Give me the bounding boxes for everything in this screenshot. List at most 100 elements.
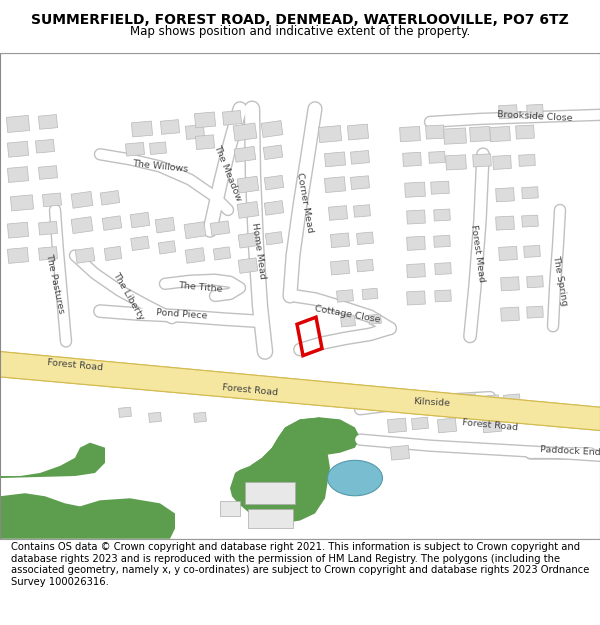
Bar: [194, 112, 215, 128]
Bar: [407, 291, 425, 305]
Bar: [500, 307, 520, 321]
Bar: [214, 247, 230, 260]
Bar: [385, 395, 404, 409]
Bar: [400, 126, 421, 142]
Text: Forest Mead: Forest Mead: [470, 224, 487, 282]
Polygon shape: [0, 352, 600, 431]
Bar: [425, 125, 445, 139]
Text: The Liberty: The Liberty: [110, 271, 145, 321]
Bar: [7, 222, 29, 238]
Bar: [7, 167, 29, 182]
Bar: [331, 260, 350, 275]
Bar: [7, 116, 29, 132]
Bar: [524, 246, 540, 258]
Bar: [522, 187, 538, 199]
Polygon shape: [235, 418, 360, 473]
Bar: [185, 125, 205, 139]
Bar: [265, 232, 283, 245]
Text: Brookside Close: Brookside Close: [497, 111, 573, 123]
Bar: [7, 141, 29, 157]
Bar: [102, 216, 122, 231]
Bar: [38, 114, 58, 129]
Bar: [10, 195, 34, 211]
Bar: [388, 418, 407, 432]
Bar: [185, 248, 205, 263]
Bar: [434, 209, 450, 221]
Bar: [264, 201, 284, 215]
Bar: [158, 241, 176, 254]
Bar: [131, 236, 149, 251]
Bar: [350, 176, 370, 189]
Bar: [527, 306, 543, 318]
Text: Forest Road: Forest Road: [221, 383, 278, 398]
Bar: [100, 191, 120, 205]
Bar: [341, 316, 355, 327]
Text: Home Mead: Home Mead: [250, 222, 266, 279]
Bar: [368, 314, 382, 324]
Bar: [325, 177, 346, 192]
Bar: [429, 151, 445, 163]
Bar: [499, 105, 517, 119]
Bar: [149, 412, 161, 422]
Bar: [519, 154, 535, 166]
Text: Kilnside: Kilnside: [413, 397, 451, 408]
Bar: [481, 395, 500, 409]
Bar: [210, 221, 230, 236]
Bar: [35, 139, 55, 153]
Bar: [245, 482, 295, 504]
Bar: [403, 152, 421, 166]
Bar: [496, 188, 514, 202]
Text: Map shows position and indicative extent of the property.: Map shows position and indicative extent…: [130, 25, 470, 38]
Bar: [482, 418, 502, 432]
Bar: [496, 216, 514, 230]
Text: The Pastures: The Pastures: [44, 253, 66, 315]
Bar: [347, 124, 368, 140]
Bar: [119, 408, 131, 418]
Bar: [160, 119, 179, 134]
Polygon shape: [230, 418, 330, 524]
Bar: [223, 111, 242, 125]
Text: Forest Road: Forest Road: [461, 418, 518, 432]
Bar: [356, 232, 373, 244]
Bar: [515, 125, 535, 139]
Text: Corner Mead: Corner Mead: [295, 172, 315, 234]
Text: Paddock End: Paddock End: [539, 444, 600, 457]
Bar: [104, 246, 122, 261]
Bar: [503, 394, 520, 406]
Bar: [237, 176, 259, 193]
Bar: [125, 142, 145, 156]
Bar: [155, 217, 175, 233]
Bar: [234, 146, 256, 162]
Bar: [38, 221, 58, 235]
Bar: [331, 233, 350, 248]
Bar: [319, 126, 341, 142]
Bar: [350, 151, 370, 164]
Bar: [470, 126, 490, 142]
Bar: [500, 277, 520, 291]
Bar: [261, 121, 283, 138]
Bar: [75, 248, 95, 263]
Text: Cottage Close: Cottage Close: [314, 304, 382, 324]
Bar: [131, 121, 152, 137]
Bar: [362, 288, 378, 299]
Bar: [490, 126, 511, 142]
Bar: [149, 142, 166, 154]
Bar: [436, 395, 455, 409]
Bar: [460, 394, 476, 406]
Bar: [412, 417, 428, 429]
Bar: [71, 217, 93, 234]
Text: The Meadow: The Meadow: [212, 143, 244, 202]
Text: Pond Piece: Pond Piece: [156, 308, 208, 321]
Text: The Willows: The Willows: [131, 159, 188, 174]
Bar: [434, 236, 450, 248]
Bar: [522, 215, 538, 227]
Bar: [7, 248, 29, 263]
Bar: [527, 104, 544, 118]
Bar: [337, 290, 353, 302]
Bar: [431, 181, 449, 194]
Bar: [194, 412, 206, 422]
Bar: [527, 276, 543, 288]
Bar: [325, 152, 346, 167]
Text: Forest Road: Forest Road: [47, 357, 103, 372]
Bar: [356, 259, 373, 272]
